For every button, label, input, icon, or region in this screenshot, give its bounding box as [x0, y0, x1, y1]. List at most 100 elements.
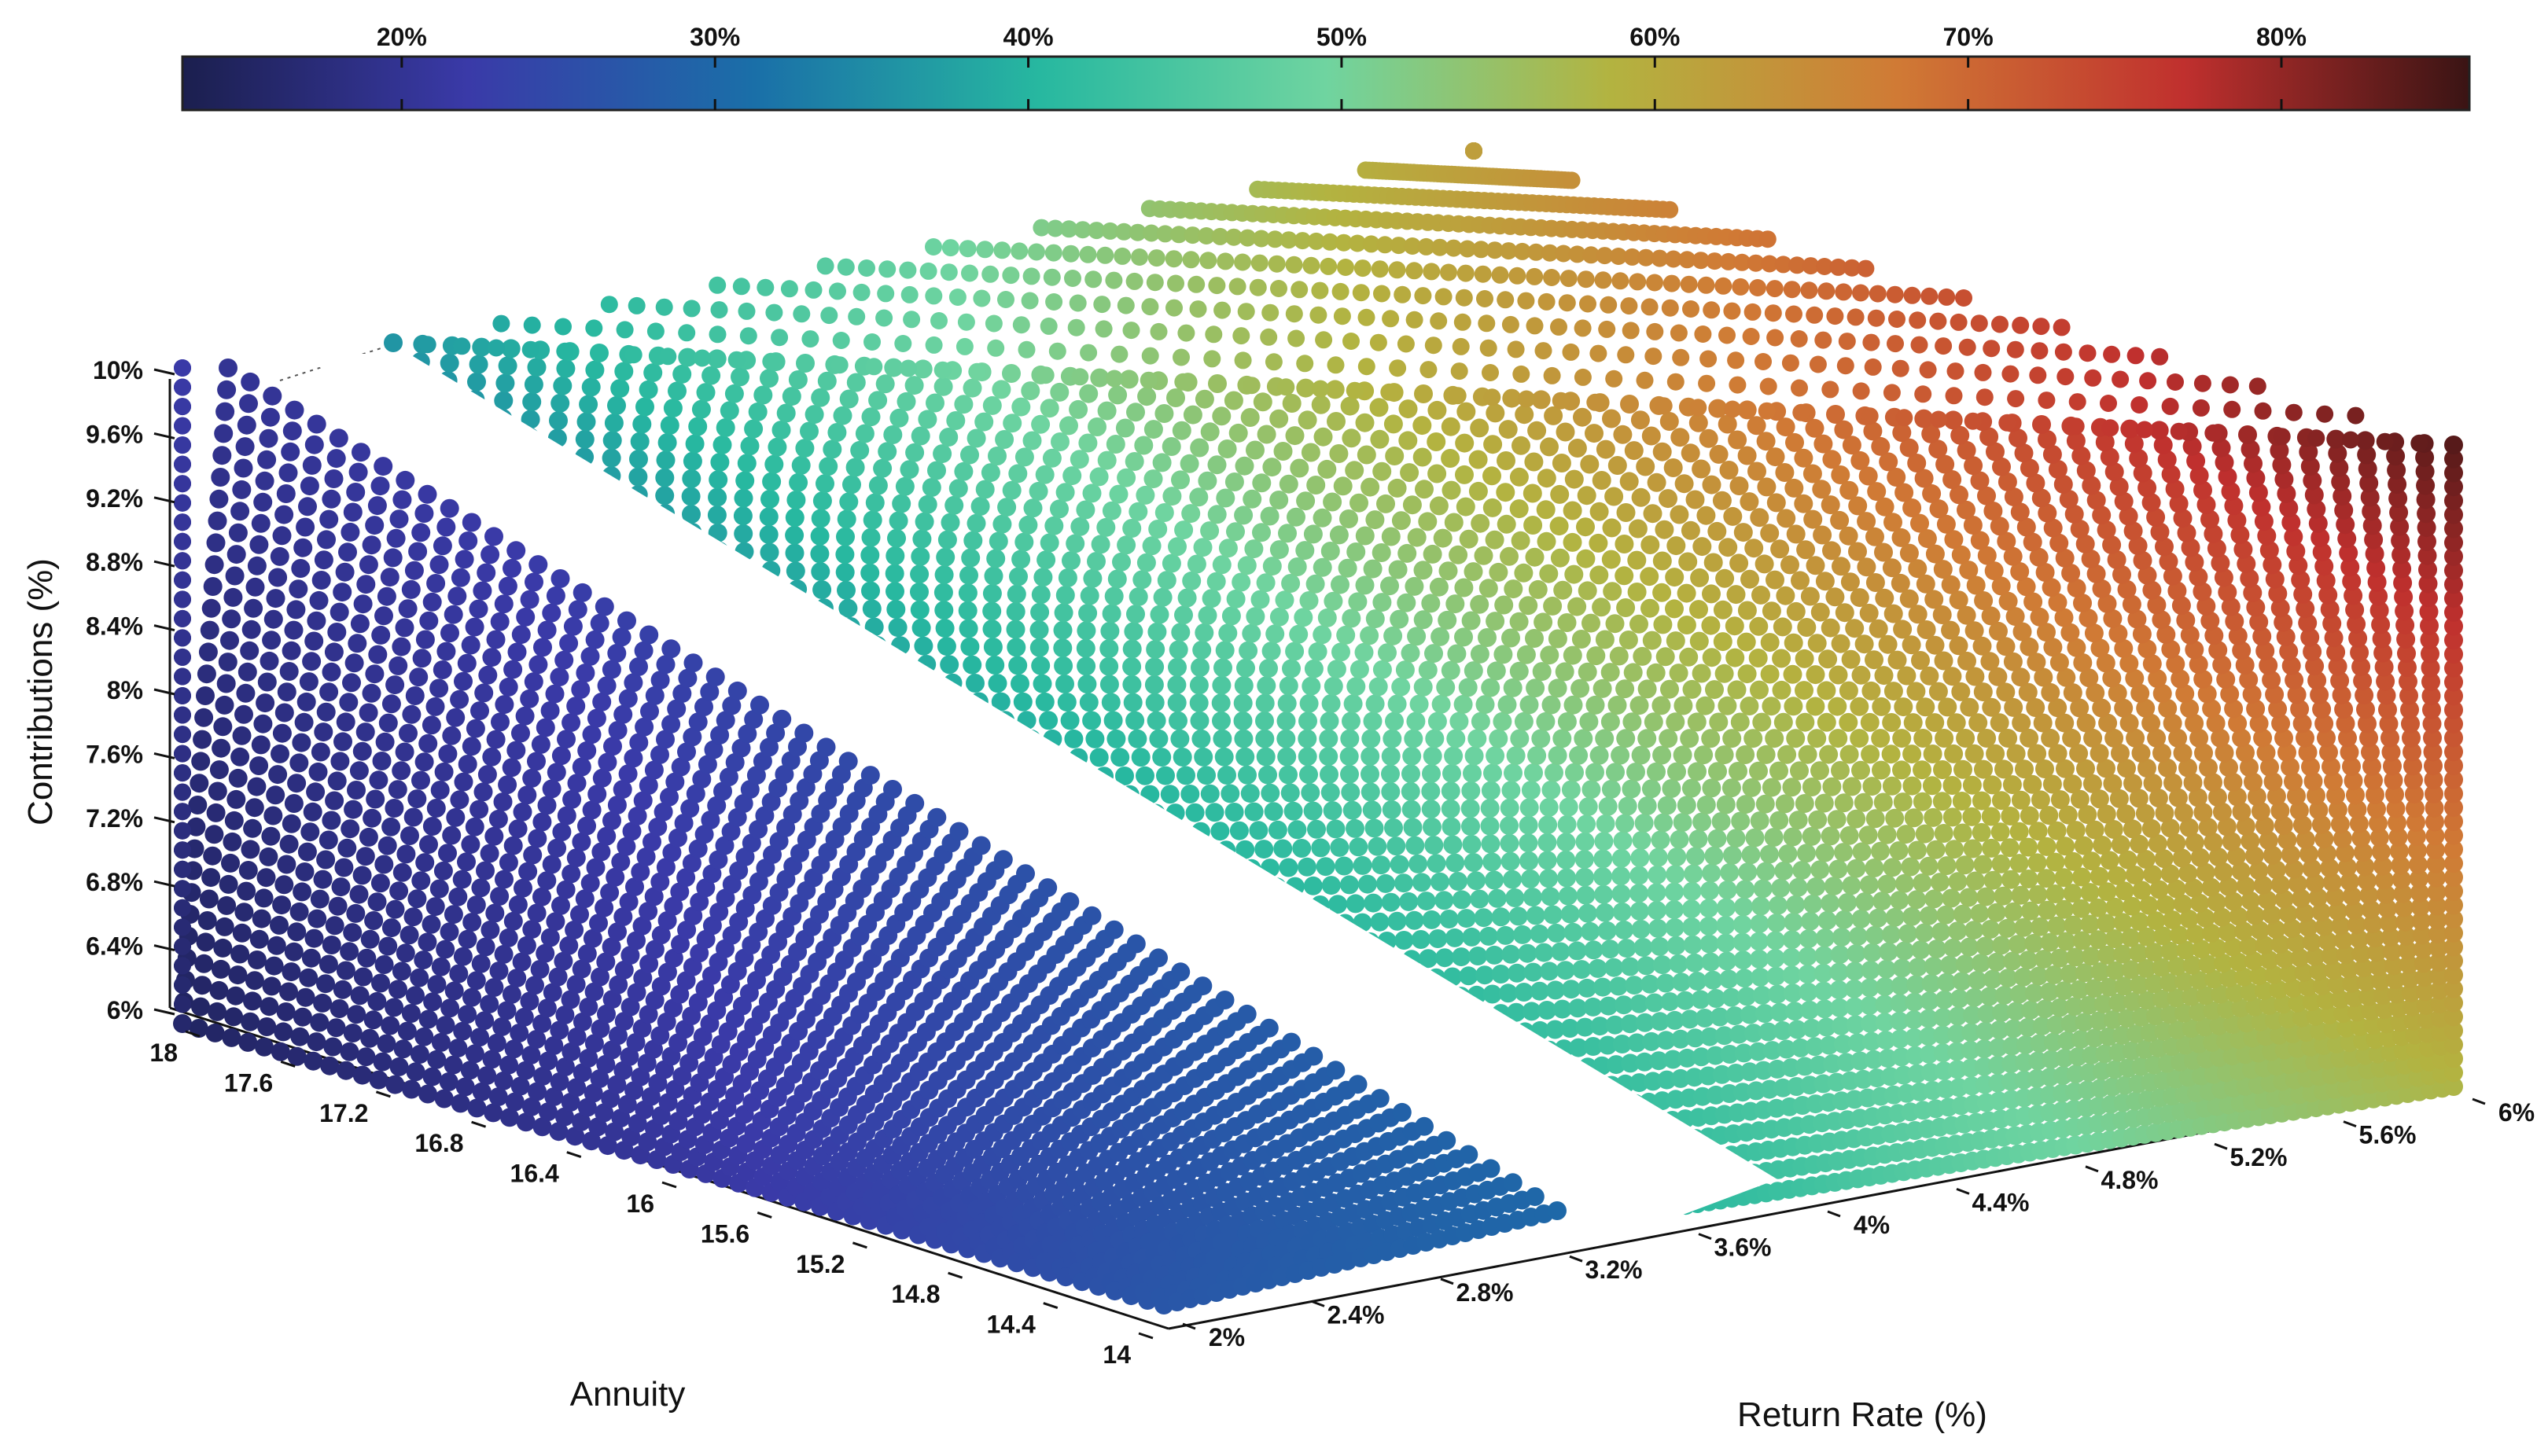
surface-point: [657, 911, 677, 930]
surface-point: [1733, 523, 1753, 542]
surface-point: [696, 878, 716, 898]
surface-point: [241, 372, 260, 392]
surface-point: [225, 566, 245, 586]
surface-point: [563, 616, 583, 636]
surface-point: [2000, 838, 2020, 858]
surface-point: [2079, 609, 2098, 628]
surface-point: [983, 638, 1003, 656]
surface-point: [1950, 485, 1968, 505]
surface-point: [1721, 778, 1741, 798]
surface-point: [396, 470, 415, 490]
surface-point: [1782, 965, 1802, 985]
surface-point: [2044, 1032, 2063, 1052]
surface-point: [1051, 432, 1070, 451]
surface-point: [1957, 605, 1976, 625]
surface-point: [1998, 472, 2017, 491]
surface-point: [2305, 873, 2325, 893]
surface-point: [2193, 480, 2212, 500]
surface-point: [1972, 822, 1991, 842]
surface-point: [1576, 885, 1596, 905]
surface-point: [1788, 1020, 1807, 1039]
surface-point: [1470, 889, 1489, 909]
surface-point: [2281, 757, 2299, 777]
surface-point: [946, 411, 966, 430]
surface-point: [1644, 712, 1663, 732]
surface-point: [631, 862, 650, 881]
surface-point: [2148, 834, 2167, 854]
surface-point: [1197, 766, 1216, 785]
surface-point: [837, 580, 856, 600]
surface-point: [374, 855, 394, 874]
surface-point: [1346, 542, 1366, 561]
surface-point: [1382, 800, 1401, 819]
surface-point: [271, 1042, 290, 1061]
surface-point: [1785, 432, 1804, 452]
surface-point: [759, 524, 779, 544]
surface-point: [1519, 833, 1538, 853]
surface-point: [1331, 642, 1350, 662]
surface-point: [1599, 996, 1618, 1016]
surface-point: [949, 822, 969, 841]
surface-point: [561, 990, 580, 1009]
surface-point: [189, 1019, 208, 1038]
surface-point: [1471, 711, 1490, 731]
surface-point: [2271, 714, 2291, 734]
surface-point: [2268, 699, 2288, 719]
surface-point: [1875, 1013, 1894, 1032]
surface-point: [1609, 646, 1629, 666]
surface-point: [1538, 815, 1558, 835]
surface-point: [237, 415, 256, 435]
surface-point: [1008, 464, 1028, 483]
surface-point: [524, 375, 543, 394]
surface-point: [1195, 623, 1214, 642]
surface-point: [1877, 825, 1897, 844]
surface-point: [889, 408, 909, 428]
surface-point: [1589, 533, 1608, 553]
surface-point: [1185, 803, 1205, 822]
surface-point: [1156, 766, 1175, 785]
surface-point: [1631, 745, 1651, 765]
surface-point: [1556, 961, 1575, 980]
surface-point: [279, 982, 298, 1002]
surface-point: [538, 1102, 558, 1122]
surface-point: [1612, 1035, 1632, 1053]
surface-point: [502, 758, 521, 778]
surface-point: [1666, 712, 1685, 732]
surface-point: [2103, 774, 2123, 793]
surface-point: [1577, 814, 1596, 834]
surface-point: [2111, 744, 2130, 763]
surface-point: [1524, 452, 1544, 472]
surface-point: [1391, 511, 1411, 531]
surface-point: [2037, 869, 2056, 888]
surface-point: [1643, 1072, 1662, 1091]
surface-point: [1489, 562, 1508, 582]
surface-point: [1916, 697, 1935, 717]
surface-point: [1407, 528, 1427, 547]
surface-point: [2296, 728, 2314, 748]
surface-point: [1500, 798, 1519, 818]
surface-point: [396, 844, 416, 864]
surface-point: [911, 426, 930, 446]
surface-point: [1301, 443, 1320, 462]
surface-point: [1819, 1035, 1839, 1055]
surface-point: [504, 1039, 524, 1059]
surface-point: [1213, 729, 1232, 748]
surface-point: [285, 400, 304, 420]
surface-point: [1125, 711, 1145, 730]
surface-point: [527, 752, 546, 771]
surface-point: [2274, 469, 2294, 489]
surface-point: [671, 934, 690, 954]
surface-point: [1372, 543, 1391, 562]
surface-point: [650, 671, 670, 690]
surface-point: [364, 911, 384, 930]
surface-point: [2071, 446, 2091, 465]
surface-point: [1099, 639, 1119, 659]
surface-point: [1960, 937, 1979, 957]
surface-point: [2361, 899, 2380, 919]
surface-point: [1553, 580, 1573, 600]
surface-point: [1232, 572, 1251, 592]
surface-point: [296, 987, 315, 1007]
surface-point: [643, 363, 663, 383]
surface-point: [2012, 713, 2031, 733]
